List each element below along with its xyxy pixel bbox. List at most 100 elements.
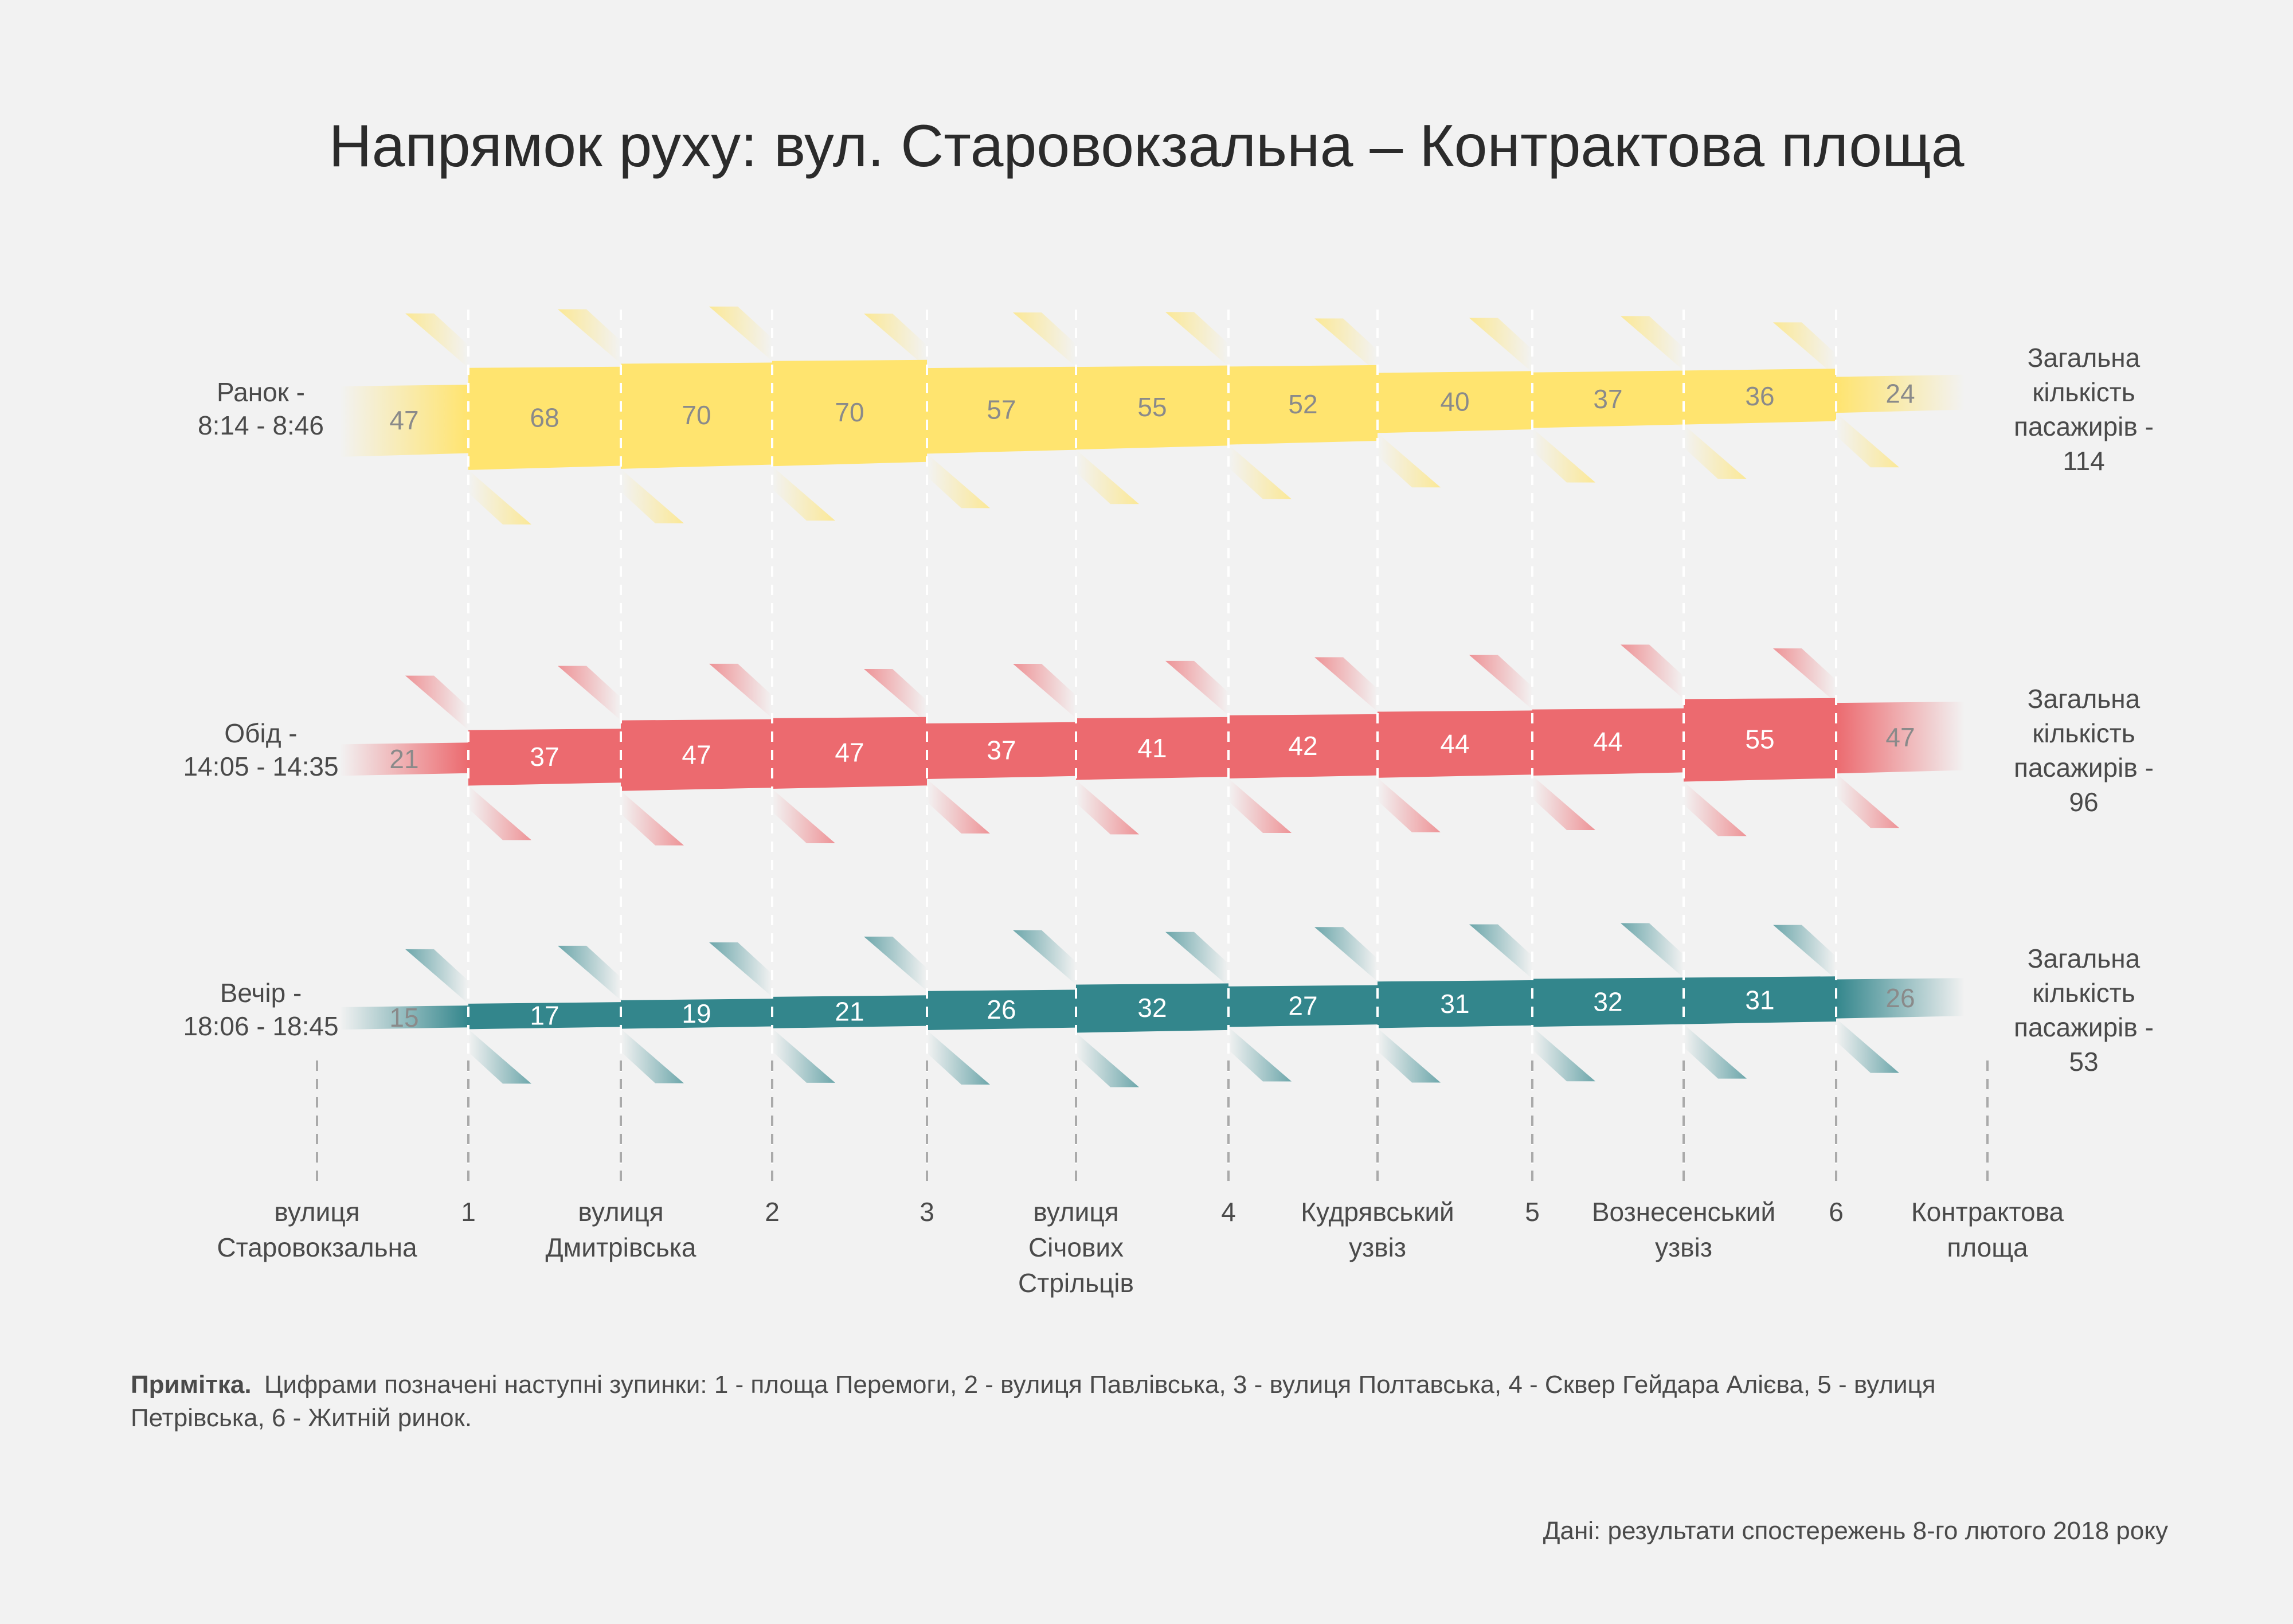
value-label-morning-9: 37: [1593, 384, 1622, 414]
alighting-spike-evening-2: [621, 1028, 684, 1083]
alighting-spike-morning-1: [468, 469, 531, 525]
note-line-2: Петрівська, 6 - Житній ринок.: [131, 1404, 472, 1432]
alighting-spike-evening-10: [1836, 1018, 1899, 1073]
boarding-spike-morning-6: [1165, 312, 1228, 367]
band-noon-segment-6: [1076, 717, 1228, 780]
boarding-spike-evening-5: [1013, 930, 1076, 985]
value-label-noon-7: 42: [1288, 731, 1317, 761]
boarding-spike-morning-9: [1621, 316, 1684, 371]
value-label-noon-2: 37: [530, 742, 559, 772]
band-morning-segment-9: [1532, 370, 1684, 428]
alighting-spike-noon-3: [772, 788, 835, 843]
band-evening-segment-9: [1532, 977, 1684, 1027]
alighting-spike-noon-4: [927, 778, 990, 833]
boarding-spike-morning-1: [405, 313, 468, 368]
boarding-spike-evening-3: [709, 942, 772, 997]
stop-label-7: 4: [1221, 1197, 1236, 1227]
value-label-evening-4: 21: [835, 997, 864, 1027]
value-label-morning-10: 36: [1745, 381, 1774, 411]
alighting-spike-noon-9: [1684, 781, 1747, 836]
band-morning-segment-8: [1378, 371, 1532, 433]
boarding-spike-morning-3: [709, 306, 772, 361]
alighting-spike-morning-6: [1228, 444, 1292, 499]
band-noon-segment-5: [927, 722, 1076, 779]
value-label-morning-1: 47: [389, 405, 418, 435]
boarding-spike-noon-5: [1013, 664, 1076, 719]
series-morning: 47 68 70 70 57 55 52 40 37 36 24: [340, 306, 1965, 525]
stop-label-5: 3: [919, 1197, 934, 1227]
row-label-morning: Ранок -8:14 - 8:46: [198, 377, 324, 440]
value-label-morning-6: 55: [1137, 392, 1167, 422]
row-label-evening: Вечір -18:06 - 18:45: [183, 978, 338, 1041]
alighting-spike-morning-8: [1532, 428, 1595, 483]
boarding-spike-noon-9: [1621, 644, 1684, 699]
boarding-spike-morning-2: [558, 309, 621, 364]
value-label-evening-8: 31: [1440, 989, 1469, 1019]
band-evening-segment-11: [1836, 978, 1965, 1019]
stop-label-2: 1: [461, 1197, 476, 1227]
value-label-morning-5: 57: [987, 394, 1016, 424]
band-noon-segment-7: [1228, 714, 1378, 778]
value-label-morning-4: 70: [835, 397, 864, 427]
value-label-noon-1: 21: [389, 744, 418, 774]
value-label-noon-6: 41: [1137, 733, 1167, 763]
value-label-morning-2: 68: [530, 402, 559, 432]
boarding-spike-noon-7: [1314, 657, 1378, 712]
stop-label-1: вулиця Старовокзальна: [217, 1197, 417, 1262]
boarding-spike-noon-1: [405, 675, 468, 730]
alighting-spike-noon-6: [1228, 778, 1292, 833]
alighting-spike-morning-4: [927, 453, 990, 508]
value-label-noon-10: 55: [1745, 725, 1774, 754]
alighting-spike-noon-5: [1076, 780, 1139, 835]
band-evening-segment-5: [927, 989, 1076, 1030]
band-noon-segment-1: [340, 742, 468, 776]
value-label-morning-7: 52: [1288, 389, 1317, 419]
alighting-spike-evening-6: [1228, 1027, 1292, 1082]
series-evening: 15 17 19 21 26 32 27 31 32 31 26: [340, 923, 1965, 1087]
band-evening-segment-3: [621, 999, 772, 1029]
alighting-spike-morning-5: [1076, 449, 1139, 504]
total-label-evening: Загальна кількість пасажирів -53: [2014, 944, 2154, 1077]
value-label-evening-11: 26: [1885, 983, 1915, 1013]
boarding-spike-morning-4: [864, 314, 927, 369]
band-evening-segment-2: [468, 1002, 621, 1030]
stop-label-9: 5: [1525, 1197, 1540, 1227]
boarding-spike-noon-2: [558, 666, 621, 721]
boarding-spike-evening-4: [864, 936, 927, 991]
band-morning-segment-4: [772, 359, 927, 467]
value-label-evening-1: 15: [389, 1003, 418, 1032]
stop-label-12: Контрактова площа: [1911, 1197, 2064, 1262]
alighting-spike-noon-1: [468, 785, 531, 840]
value-label-noon-4: 47: [835, 737, 864, 767]
value-label-noon-9: 44: [1593, 726, 1622, 756]
value-label-evening-3: 19: [682, 999, 711, 1028]
chart-title: Напрямок руху: вул. Старовокзальна – Кон…: [329, 113, 1965, 179]
band-noon-segment-10: [1684, 698, 1836, 782]
value-label-noon-5: 37: [987, 735, 1016, 765]
alighting-spike-morning-3: [772, 466, 835, 521]
value-label-evening-9: 32: [1593, 987, 1622, 1017]
band-evening-segment-8: [1378, 980, 1532, 1028]
band-morning-segment-2: [468, 366, 621, 470]
band-morning-segment-11: [1836, 374, 1965, 413]
alighting-spike-noon-10: [1836, 773, 1899, 828]
boarding-spike-noon-6: [1165, 660, 1228, 715]
boarding-spike-evening-7: [1314, 927, 1378, 982]
total-label-morning: Загальна кількість пасажирів -114: [2014, 343, 2154, 476]
value-label-noon-11: 47: [1885, 722, 1915, 752]
value-label-morning-8: 40: [1440, 387, 1469, 417]
band-noon-segment-4: [772, 717, 927, 789]
value-label-evening-7: 27: [1288, 991, 1317, 1021]
band-morning-segment-7: [1228, 365, 1378, 445]
band-evening-segment-1: [340, 1005, 468, 1030]
boarding-spike-morning-7: [1314, 318, 1378, 373]
band-morning-segment-5: [927, 366, 1076, 454]
band-morning-segment-10: [1684, 369, 1836, 425]
value-label-noon-3: 47: [682, 739, 711, 769]
alighting-spike-evening-9: [1684, 1024, 1747, 1079]
stop-label-11: 6: [1829, 1197, 1844, 1227]
band-evening-segment-10: [1684, 976, 1836, 1024]
value-label-evening-5: 26: [987, 995, 1016, 1024]
value-label-morning-3: 70: [682, 400, 711, 430]
alighting-spike-morning-9: [1684, 424, 1747, 479]
